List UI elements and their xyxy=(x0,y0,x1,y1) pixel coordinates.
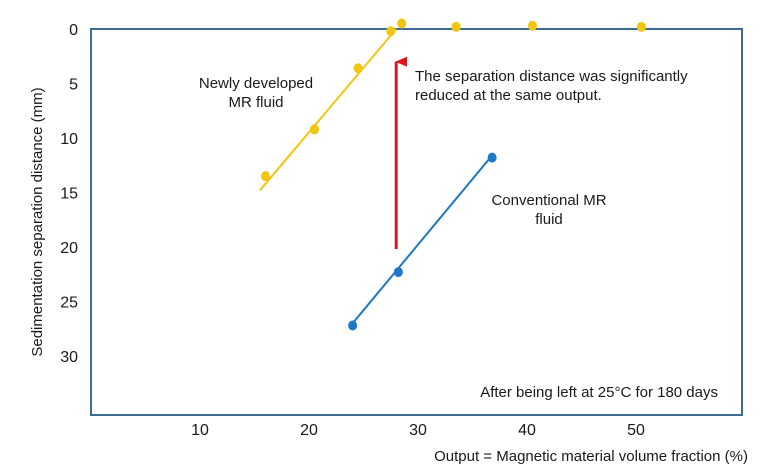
plot-frame xyxy=(90,28,743,416)
data-point-series-1 xyxy=(451,21,461,32)
y-tick-label: 25 xyxy=(60,295,78,312)
data-point-series-2 xyxy=(348,320,358,331)
y-tick-labels: 0 5 10 15 20 25 30 xyxy=(60,22,78,366)
x-tick-label: 20 xyxy=(300,422,318,439)
data-points xyxy=(260,18,646,331)
conventional-fluid-label-line2: fluid xyxy=(535,211,563,228)
fit-lines xyxy=(259,28,493,324)
new-fluid-label-line1: Newly developed xyxy=(199,75,313,92)
x-tick-label: 10 xyxy=(191,422,209,439)
x-axis-title: Output = Magnetic material volume fracti… xyxy=(434,448,748,465)
data-point-series-1 xyxy=(386,26,396,37)
y-tick-label: 5 xyxy=(69,77,78,94)
x-tick-label: 30 xyxy=(409,422,427,439)
separation-note-line1: The separation distance was significantl… xyxy=(415,68,688,85)
separation-note-line2: reduced at the same output. xyxy=(415,87,602,104)
data-point-series-1 xyxy=(309,124,319,135)
data-point-series-1 xyxy=(397,18,407,29)
y-tick-label: 15 xyxy=(60,186,78,203)
new-fluid-label-line2: MR fluid xyxy=(228,94,283,111)
x-tick-label: 50 xyxy=(627,422,645,439)
y-tick-label: 10 xyxy=(60,131,78,148)
y-tick-label: 20 xyxy=(60,240,78,257)
data-point-series-2 xyxy=(393,267,403,278)
fit-line-series-2 xyxy=(351,154,493,324)
y-tick-label: 30 xyxy=(60,349,78,366)
data-point-series-1 xyxy=(527,20,537,31)
y-tick-label: 0 xyxy=(69,22,78,39)
data-point-series-1 xyxy=(260,171,270,182)
x-tick-labels: 10 20 30 40 50 xyxy=(191,422,645,439)
conventional-fluid-label-line1: Conventional MR xyxy=(491,192,606,209)
fit-line-series-1 xyxy=(259,28,397,191)
data-point-series-1 xyxy=(636,21,646,32)
y-axis-title: Sedimentation separation distance (mm) xyxy=(29,87,46,356)
data-point-series-2 xyxy=(487,152,497,163)
condition-note: After being left at 25°C for 180 days xyxy=(480,384,718,401)
data-point-series-1 xyxy=(353,63,363,74)
x-tick-label: 40 xyxy=(518,422,536,439)
